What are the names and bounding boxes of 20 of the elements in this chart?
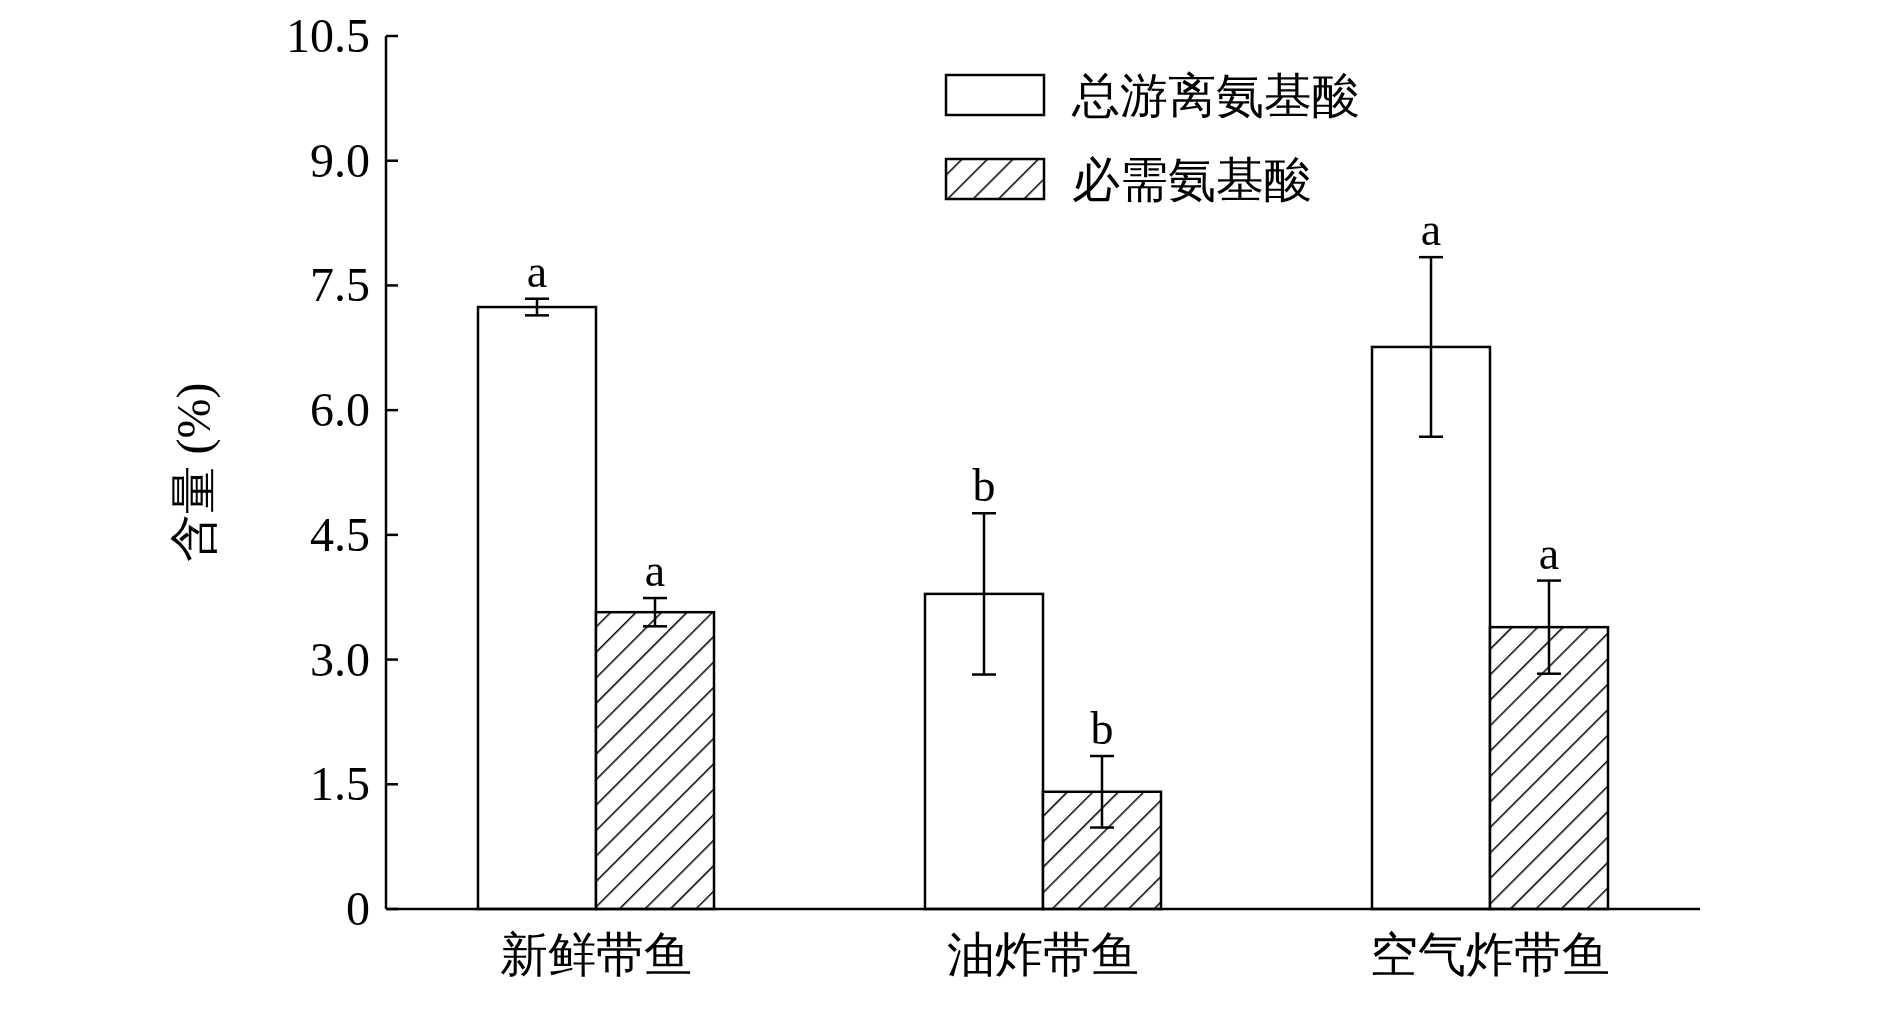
x-tick-label: 空气炸带鱼 bbox=[1370, 928, 1610, 981]
data-label: a bbox=[1420, 204, 1442, 256]
y-tick-label: 4.5 bbox=[310, 507, 370, 561]
y-tick-label: 0 bbox=[346, 882, 370, 935]
y-tick-label: 6.0 bbox=[310, 383, 370, 437]
data-label: b bbox=[1090, 703, 1114, 755]
x-tick-label: 新鲜带鱼 bbox=[500, 928, 692, 981]
y-tick-label: 1.5 bbox=[310, 757, 370, 811]
data-label: a bbox=[526, 245, 548, 297]
y-tick-label: 3.0 bbox=[310, 632, 370, 686]
y-tick-label: 9.0 bbox=[310, 133, 370, 187]
data-label: a bbox=[644, 545, 666, 597]
data-label: b bbox=[972, 460, 996, 512]
y-tick-label: 10.5 bbox=[286, 9, 370, 62]
legend-label: 总游离氨基酸 bbox=[1071, 69, 1360, 122]
y-tick-label: 7.5 bbox=[310, 258, 370, 312]
y-axis-title: 含量 (%) bbox=[167, 382, 221, 563]
data-label: a bbox=[1538, 527, 1560, 579]
legend-label: 必需氨基酸 bbox=[1072, 153, 1312, 206]
x-tick-label: 油炸带鱼 bbox=[947, 928, 1139, 981]
